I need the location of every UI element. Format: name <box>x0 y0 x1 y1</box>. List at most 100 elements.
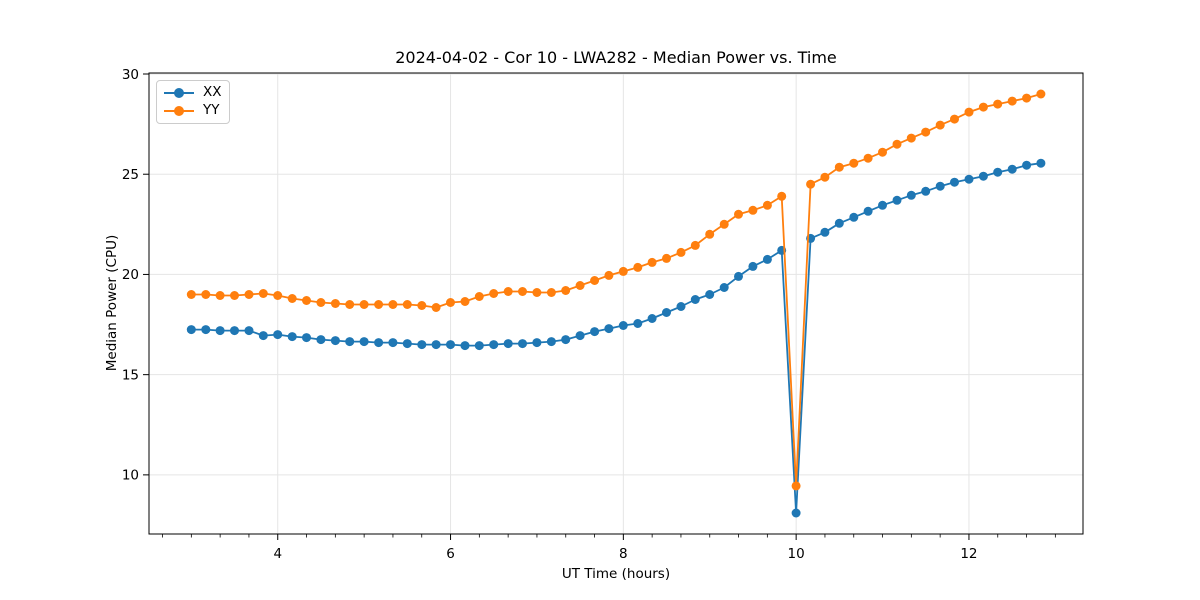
legend-dot-icon <box>174 106 184 116</box>
series-point-yy <box>690 240 700 250</box>
series-point-xx <box>719 283 729 292</box>
series-point-yy <box>302 296 311 305</box>
series-point-yy <box>460 297 470 306</box>
series-point-xx <box>201 325 211 335</box>
series-point-xx <box>273 330 283 340</box>
series-point-yy <box>518 287 527 296</box>
series-point-yy <box>1007 96 1017 106</box>
series-point-yy <box>705 229 715 239</box>
legend-line-marker-xx <box>164 88 194 98</box>
series-point-yy <box>374 300 384 309</box>
series-point-yy <box>446 298 455 307</box>
chart-title: 2024-04-02 - Cor 10 - LWA282 - Median Po… <box>395 48 837 67</box>
series-point-xx <box>215 326 225 336</box>
y-axis-label: Median Power (CPU) <box>104 235 120 371</box>
series-point-yy <box>417 301 427 310</box>
series-point-yy <box>359 300 369 309</box>
series-point-xx <box>374 338 384 348</box>
x-tick-label: 8 <box>619 546 628 562</box>
series-point-xx <box>647 314 657 323</box>
series-point-yy <box>244 290 254 299</box>
plot-border <box>148 72 1084 535</box>
series-point-xx <box>345 337 355 347</box>
series-point-yy <box>935 120 945 130</box>
x-axis-label: UT Time (hours) <box>562 566 670 582</box>
series-point-xx <box>474 341 484 351</box>
series-point-yy <box>734 209 743 219</box>
series-point-xx <box>892 195 902 205</box>
series-point-xx <box>590 327 600 337</box>
series-point-yy <box>316 298 326 307</box>
series-point-yy <box>402 300 412 309</box>
x-tick-label: 6 <box>446 546 455 562</box>
series-point-xx <box>230 326 239 336</box>
series-point-yy <box>806 179 816 189</box>
legend: XX YY <box>156 80 230 124</box>
series-point-yy <box>330 299 340 308</box>
series-point-yy <box>618 266 628 276</box>
series-point-xx <box>287 332 297 342</box>
series-point-yy <box>532 288 542 297</box>
series-point-xx <box>417 340 427 350</box>
legend-label-yy: YY <box>203 102 220 119</box>
series-point-yy <box>993 99 1003 109</box>
series-point-yy <box>604 270 614 280</box>
series-point-yy <box>762 200 772 210</box>
series-point-yy <box>748 205 758 215</box>
series-point-xx <box>258 331 268 341</box>
y-tick-label: 25 <box>122 167 139 183</box>
series-point-xx <box>633 319 643 328</box>
series-point-xx <box>446 340 455 350</box>
series-point-xx <box>186 325 196 335</box>
series-point-yy <box>1022 93 1032 103</box>
series-point-xx <box>820 227 830 237</box>
series-point-yy <box>676 247 686 257</box>
series-point-yy <box>590 276 600 285</box>
y-tick-label: 10 <box>122 468 139 484</box>
series-point-xx <box>762 254 772 264</box>
series-point-xx <box>993 167 1003 177</box>
series-point-yy <box>978 102 988 112</box>
plot-area: 4 6 8 10 12 10 15 20 25 30 <box>122 67 1084 562</box>
series-point-xx <box>518 339 527 349</box>
series-point-xx <box>618 321 628 330</box>
series-point-yy <box>863 153 873 163</box>
series-point-xx <box>575 331 585 341</box>
series-line-yy <box>191 93 1042 487</box>
series-point-xx <box>316 335 326 345</box>
series-point-xx <box>244 326 254 336</box>
series-point-yy <box>287 294 297 303</box>
series-point-yy <box>777 191 787 201</box>
series-point-xx <box>834 218 844 228</box>
y-tick-label: 20 <box>122 267 139 283</box>
series-point-xx <box>690 295 700 304</box>
series-point-yy <box>258 289 268 298</box>
series-point-yy <box>964 107 974 117</box>
y-tick-label: 15 <box>122 367 139 383</box>
series-point-yy <box>633 262 643 272</box>
series-point-xx <box>1007 164 1017 174</box>
series-point-xx <box>388 338 398 348</box>
series-point-yy <box>849 158 859 168</box>
series-point-yy <box>906 133 916 143</box>
series-point-xx <box>460 341 470 351</box>
series-point-xx <box>906 190 916 200</box>
series-point-yy <box>431 303 441 312</box>
series-point-xx <box>950 177 959 187</box>
series-point-xx <box>604 324 614 334</box>
legend-label-xx: XX <box>203 84 222 101</box>
series-point-xx <box>964 174 974 184</box>
series-point-yy <box>273 291 283 300</box>
series-point-xx <box>662 308 671 317</box>
legend-item-yy: YY <box>164 104 223 118</box>
series-point-yy <box>230 291 239 300</box>
series-point-xx <box>302 333 311 343</box>
series-point-xx <box>748 261 758 271</box>
series-point-xx <box>734 271 743 281</box>
series-point-xx <box>532 338 542 348</box>
series-point-yy <box>950 114 959 124</box>
series-point-xx <box>561 335 571 345</box>
series-point-xx <box>791 508 801 518</box>
series-point-xx <box>676 302 686 311</box>
